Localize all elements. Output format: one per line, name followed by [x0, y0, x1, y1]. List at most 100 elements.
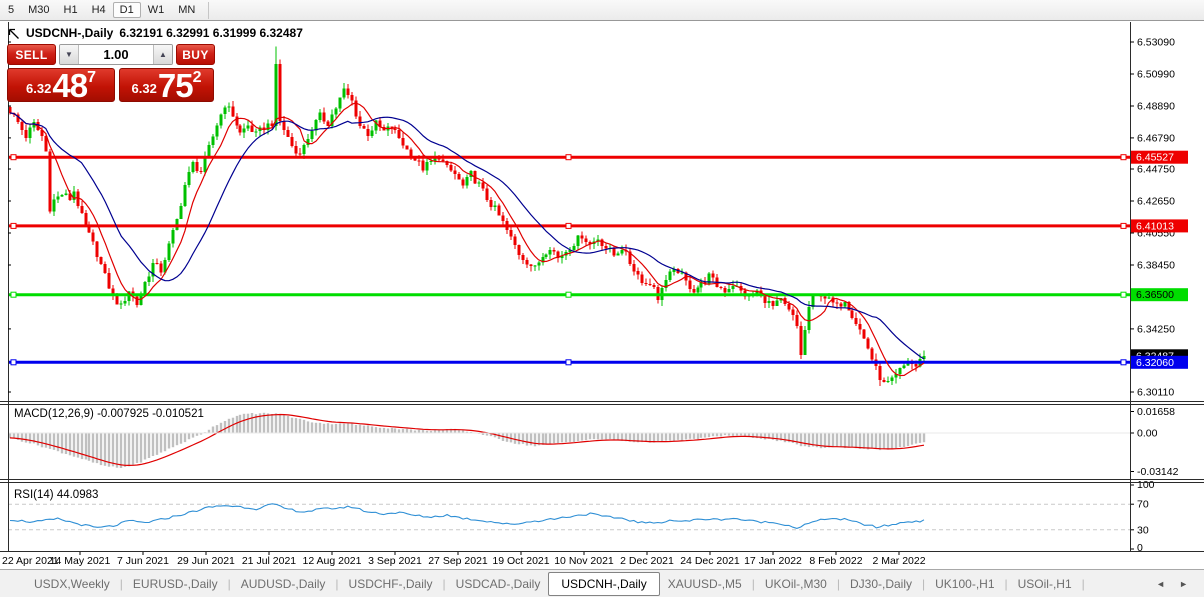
date-tick-label: 22 Apr 2021: [2, 555, 59, 567]
date-tick-label: 21 Jul 2021: [242, 555, 296, 567]
buy-price-prefix: 6.32: [131, 81, 157, 96]
tab-eurusd-daily[interactable]: EURUSD-,Daily: [132, 576, 218, 591]
tab-usdx-weekly[interactable]: USDX,Weekly: [34, 576, 110, 591]
chart-title-readout: USDCNH-,Daily 6.32191 6.32991 6.31999 6.…: [7, 26, 303, 40]
timeframe-button-m30[interactable]: M30: [28, 4, 50, 16]
tab-scroll-arrows: ◄ ►: [1156, 579, 1204, 589]
tab-separator: |: [1081, 576, 1085, 591]
tab-audusd-daily[interactable]: AUDUSD-,Daily: [240, 576, 326, 591]
macd-signal-line: [9, 413, 925, 467]
level-price-badge-label: 6.36500: [1136, 289, 1174, 301]
date-tick-label: 27 Sep 2021: [428, 555, 488, 567]
horizontal-level-lines: [8, 154, 1130, 366]
price-chart[interactable]: MACD(12,26,9) -0.007925 -0.010521 0.01658…: [0, 21, 1204, 569]
rsi-tick-label: 30: [1137, 524, 1149, 536]
volume-input[interactable]: 1.00: [103, 47, 129, 62]
timeframe-button-h1[interactable]: H1: [63, 4, 78, 16]
tab-scroll-right-icon[interactable]: ►: [1179, 578, 1188, 589]
level-handle[interactable]: [565, 154, 572, 161]
date-tick-label: 29 Jun 2021: [177, 555, 235, 567]
volume-decrease-button[interactable]: ▼: [60, 45, 79, 64]
tab-separator: |: [227, 576, 231, 591]
chart-symbol-title: USDCNH-,Daily: [26, 26, 114, 40]
level-handle[interactable]: [565, 291, 572, 298]
rsi-label: RSI(14) 44.0983: [14, 489, 98, 501]
level-handle[interactable]: [1120, 359, 1127, 366]
date-tick-label: 3 Sep 2021: [368, 555, 422, 567]
level-price-badge: [1131, 219, 1188, 233]
tab-separator: |: [1004, 576, 1008, 591]
price-tick-label: 6.34250: [1137, 323, 1175, 335]
date-tick-label: 17 Jan 2022: [744, 555, 802, 567]
timeframe-button-5[interactable]: 5: [8, 4, 15, 16]
level-price-badge: [1131, 150, 1188, 164]
tab-usdcad-daily[interactable]: USDCAD-,Daily: [455, 576, 541, 591]
tab-xauusd-m5[interactable]: XAUUSD-,M5: [667, 576, 742, 591]
level-handle[interactable]: [1120, 291, 1127, 298]
tab-dj30-daily[interactable]: DJ30-,Daily: [849, 576, 912, 591]
sell-button[interactable]: SELL: [7, 44, 56, 65]
level-price-badge-label: 6.45527: [1136, 152, 1174, 164]
level-handle[interactable]: [565, 222, 572, 229]
timeframe-button-mn[interactable]: MN: [178, 4, 196, 16]
panel-borders: [0, 22, 1204, 552]
price-tick-label: 6.38450: [1137, 259, 1175, 271]
buy-button[interactable]: BUY: [176, 44, 215, 65]
price-tick-label: 6.42650: [1137, 196, 1175, 208]
macd-tick-label: 0.01658: [1137, 406, 1175, 418]
buy-price-display[interactable]: 6.32 75 2: [119, 68, 214, 102]
macd-label: MACD(12,26,9) -0.007925 -0.010521: [14, 408, 204, 420]
price-tick-label: 6.46790: [1137, 132, 1175, 144]
tab-usoil-h1[interactable]: USOil-,H1: [1017, 576, 1072, 591]
sell-price-superscript: 7: [87, 69, 96, 86]
macd-pane: MACD(12,26,9) -0.007925 -0.010521 0.01658…: [8, 406, 1179, 478]
rsi-tick-label: 0: [1137, 542, 1143, 554]
tab-scroll-left-icon[interactable]: ◄: [1156, 578, 1166, 589]
tab-separator: |: [922, 576, 926, 591]
level-handle[interactable]: [1120, 154, 1127, 161]
date-tick-label: 2 Mar 2022: [872, 555, 925, 567]
tab-separator: |: [119, 576, 123, 591]
rsi-pane: RSI(14) 44.0983 100 70 30 0: [8, 479, 1155, 554]
one-click-trading-panel: SELL ▼ 1.00 ▲ BUY 6.32 48 7 6.32 75 2: [7, 44, 215, 102]
tab-separator: |: [751, 576, 755, 591]
level-handle[interactable]: [10, 222, 17, 229]
level-handle[interactable]: [10, 291, 17, 298]
timeframe-button-w1[interactable]: W1: [147, 4, 165, 16]
date-tick-label: 7 Jun 2021: [117, 555, 169, 567]
tab-usdchf-daily[interactable]: USDCHF-,Daily: [348, 576, 433, 591]
chart-window: MACD(12,26,9) -0.007925 -0.010521 0.01658…: [0, 21, 1204, 569]
timeframe-button-d1[interactable]: D1: [112, 2, 141, 18]
macd-tick-label: 0.00: [1137, 428, 1158, 440]
date-tick-label: 10 Nov 2021: [554, 555, 614, 567]
date-tick-label: 2 Dec 2021: [620, 555, 674, 567]
date-tick-label: 19 Oct 2021: [492, 555, 549, 567]
volume-increase-button[interactable]: ▲: [153, 45, 172, 64]
level-handle[interactable]: [10, 154, 17, 161]
timeframe-button-h4[interactable]: H4: [91, 4, 106, 16]
price-tick-label: 6.53090: [1137, 37, 1175, 49]
level-price-badge-label: 6.32060: [1136, 357, 1174, 369]
level-handle[interactable]: [10, 359, 17, 366]
ma-fast-line: [9, 102, 925, 377]
price-tick-label: 6.48890: [1137, 100, 1175, 112]
ma-slow-line: [9, 112, 925, 360]
level-handle[interactable]: [565, 359, 572, 366]
price-tick-label: 6.44750: [1137, 164, 1175, 176]
chevron-down-icon: ▼: [65, 49, 73, 59]
level-price-badge: [1131, 288, 1188, 302]
sell-price-big: 48: [52, 66, 88, 104]
rsi-tick-label: 70: [1137, 499, 1149, 511]
tab-usdcnh-daily[interactable]: USDCNH-,Daily: [548, 571, 660, 596]
date-tick-label: 24 Dec 2021: [680, 555, 740, 567]
buy-price-superscript: 2: [192, 69, 202, 86]
tab-uk100-h1[interactable]: UK100-,H1: [935, 576, 995, 591]
date-tick-label: 12 Aug 2021: [303, 555, 362, 567]
macd-tick-label: -0.03142: [1137, 466, 1179, 478]
sell-price-display[interactable]: 6.32 48 7: [7, 68, 115, 102]
sell-price-prefix: 6.32: [26, 81, 52, 96]
level-handle[interactable]: [1120, 222, 1127, 229]
tab-ukoil-m30[interactable]: UKOil-,M30: [764, 576, 827, 591]
chart-ohlc-values: 6.32191 6.32991 6.31999 6.32487: [119, 26, 303, 40]
tab-separator: |: [335, 576, 339, 591]
